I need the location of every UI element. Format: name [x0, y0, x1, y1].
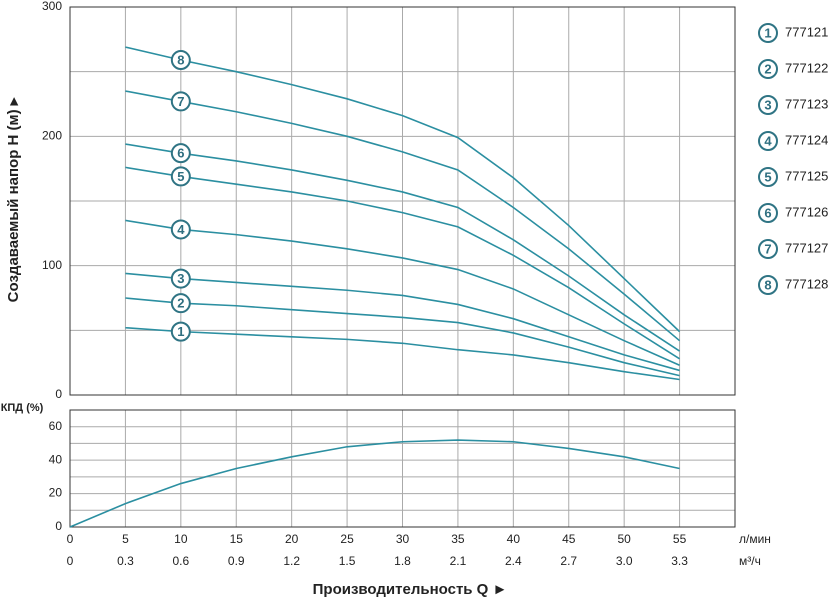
curve-marker: [170, 50, 191, 71]
x2-tick-label: 1.8: [394, 554, 411, 568]
legend-marker: [758, 239, 778, 259]
curve-marker-label: 4: [177, 222, 185, 237]
x2-tick-label: 0.9: [228, 554, 245, 568]
curve-marker-label: 2: [177, 296, 184, 311]
curve-marker-label: 1: [177, 324, 184, 339]
curve: [125, 166, 681, 360]
curve: [125, 326, 680, 381]
x-tick-label: 25: [340, 532, 354, 546]
x-tick-label: 5: [122, 532, 129, 546]
curve-marker-label: 8: [177, 52, 184, 67]
x2-tick-label: 1.2: [283, 554, 300, 568]
legend-number: 4: [764, 133, 772, 148]
x-tick-label: 0: [67, 532, 74, 546]
x-unit: л/мин: [739, 532, 771, 546]
y-tick-label: 300: [42, 0, 62, 13]
x2-tick-label: 3.0: [616, 554, 633, 568]
legend-label: 777122: [785, 60, 828, 75]
legend-label: 777128: [785, 276, 828, 291]
legend-label: 777123: [785, 96, 828, 111]
curve-marker-label: 7: [177, 94, 184, 109]
legend-label: 777124: [785, 132, 828, 147]
curve: [125, 46, 681, 333]
x-tick-label: 50: [617, 532, 631, 546]
x2-unit: м³/ч: [739, 554, 761, 568]
legend-label: 777127: [785, 240, 828, 255]
plot-frame: [69, 409, 736, 528]
x2-tick-label: 0.3: [117, 554, 134, 568]
y-tick-label: 20: [49, 486, 63, 500]
plot-frame: [69, 6, 736, 396]
x-tick-label: 10: [174, 532, 188, 546]
x2-tick-label: 3.3: [671, 554, 688, 568]
curve: [125, 219, 680, 366]
y-tick-label: 0: [55, 519, 62, 533]
legend-marker: [758, 167, 778, 187]
x2-tick-label: 0: [67, 554, 74, 568]
curve-marker-label: 3: [177, 271, 184, 286]
x-tick-label: 40: [507, 532, 521, 546]
x2-tick-label: 0.6: [172, 554, 189, 568]
legend-marker: [758, 131, 778, 151]
curve: [125, 143, 681, 352]
legend-label: 777126: [785, 204, 828, 219]
legend-marker: [758, 275, 778, 295]
curve-marker-label: 6: [177, 146, 184, 161]
legend-number: 8: [764, 277, 771, 292]
x-tick-label: 20: [285, 532, 299, 546]
legend-number: 5: [764, 169, 771, 184]
x-tick-label: 15: [230, 532, 244, 546]
y-tick-label: 40: [49, 452, 63, 466]
curve-marker: [170, 91, 191, 112]
y-tick-label: 0: [55, 387, 62, 401]
legend-marker: [758, 59, 778, 79]
y-tick-label: 200: [42, 129, 62, 143]
y-tick-label: 100: [42, 258, 62, 272]
x-tick-label: 30: [396, 532, 410, 546]
legend-marker: [758, 23, 778, 43]
x-axis-label: Производительность Q ►: [313, 581, 508, 598]
legend-number: 6: [764, 205, 771, 220]
legend-label: 777121: [785, 24, 828, 39]
curve-marker: [170, 321, 191, 342]
legend-number: 2: [764, 61, 771, 76]
x2-tick-label: 2.1: [450, 554, 467, 568]
y-axis-label: Создаваемый напор H (м) ▸: [5, 96, 22, 302]
legend-number: 7: [764, 241, 771, 256]
curve: [125, 297, 680, 377]
x-tick-label: 35: [451, 532, 465, 546]
curve-marker: [170, 268, 191, 289]
legend-marker: [758, 203, 778, 223]
x-tick-label: 55: [673, 532, 687, 546]
curve-marker-label: 5: [177, 169, 184, 184]
legend-marker: [758, 95, 778, 115]
y-axis-label: КПД (%): [1, 402, 44, 414]
curve-marker: [170, 166, 191, 187]
legend-number: 3: [764, 97, 771, 112]
efficiency-curve: [69, 439, 680, 528]
x2-tick-label: 2.4: [505, 554, 522, 568]
curve-marker: [170, 219, 191, 240]
y-tick-label: 60: [49, 419, 63, 433]
x2-tick-label: 2.7: [560, 554, 577, 568]
legend-number: 1: [764, 25, 771, 40]
curve: [125, 90, 681, 342]
x-tick-label: 45: [562, 532, 576, 546]
curve-marker: [170, 143, 191, 164]
legend-label: 777125: [785, 168, 828, 183]
curve: [125, 272, 680, 372]
curve-marker: [170, 293, 191, 314]
x2-tick-label: 1.5: [339, 554, 356, 568]
